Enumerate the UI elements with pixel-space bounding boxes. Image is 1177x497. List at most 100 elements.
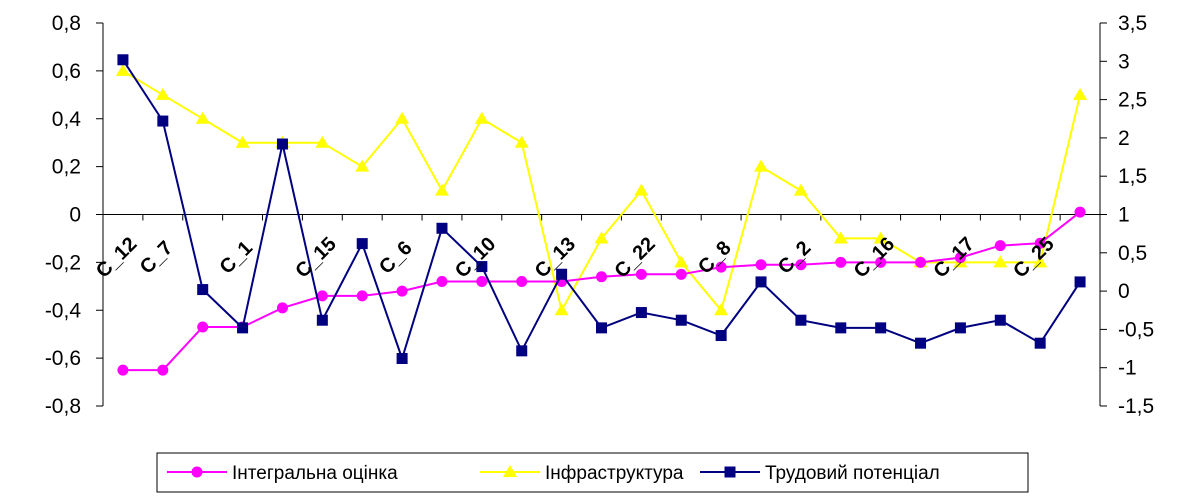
y-left-tick-label: 0,6: [52, 60, 81, 83]
data-point-circle: [954, 252, 966, 264]
data-point-triangle: [434, 183, 449, 196]
y-right-tick-label: 1,5: [1118, 165, 1147, 188]
series-square: [117, 54, 1086, 365]
data-point-triangle: [514, 135, 529, 148]
data-point-circle: [276, 302, 288, 314]
data-point-square: [1034, 337, 1046, 349]
category-label: C_12: [92, 233, 141, 282]
data-point-circle: [1074, 206, 1086, 218]
y-right-tick-label: 1: [1118, 204, 1130, 227]
data-point-triangle: [594, 231, 609, 244]
data-point-circle: [436, 276, 448, 288]
data-point-square: [994, 314, 1006, 326]
category-label: C_1: [216, 237, 258, 279]
series-layer: [115, 54, 1088, 376]
category-label: C_13: [531, 233, 580, 282]
data-point-circle: [994, 240, 1006, 252]
data-point-circle: [596, 271, 607, 283]
data-point-square: [596, 322, 607, 334]
data-point-square: [197, 284, 209, 296]
data-point-triangle: [395, 111, 410, 124]
category-label: C_7: [136, 237, 178, 279]
data-point-circle: [875, 256, 887, 268]
data-point-triangle: [355, 159, 370, 172]
data-point-triangle: [993, 255, 1008, 268]
legend-label: Трудовий потенціал: [765, 463, 940, 484]
data-point-square: [316, 314, 328, 326]
category-label: C_15: [291, 233, 340, 282]
y-right-tick-label: -0,5: [1118, 318, 1154, 341]
legend-item: Інтегральна оцінка: [167, 463, 398, 484]
data-point-circle: [197, 321, 209, 333]
y-right-tick-label: 0: [1118, 280, 1130, 303]
data-point-triangle: [235, 135, 250, 148]
data-point-circle: [755, 259, 767, 271]
data-point-triangle: [195, 111, 210, 124]
data-point-circle: [516, 276, 528, 288]
data-point-square: [954, 322, 966, 334]
data-point-circle: [117, 364, 129, 376]
data-point-triangle: [115, 63, 130, 76]
data-point-square: [675, 314, 687, 326]
data-point-circle: [157, 364, 169, 376]
y-left-tick-label: -0,4: [45, 299, 82, 322]
data-point-square: [915, 337, 927, 349]
legend-label: Інфраструктура: [545, 463, 684, 484]
legend-marker: [724, 466, 736, 478]
data-point-triangle: [155, 87, 170, 100]
category-label: C_16: [850, 233, 899, 282]
y-left-tick-label: 0: [69, 204, 81, 227]
data-point-triangle: [315, 135, 330, 148]
y-right-tick-label: 3: [1118, 50, 1130, 73]
data-point-circle: [356, 290, 368, 302]
data-point-circle: [316, 290, 328, 302]
data-point-square: [1074, 276, 1086, 288]
data-point-square: [237, 322, 249, 334]
data-point-square: [635, 307, 647, 319]
data-point-triangle: [714, 303, 729, 316]
data-point-triangle: [554, 303, 569, 316]
data-point-circle: [795, 259, 807, 271]
data-point-triangle: [754, 159, 769, 172]
category-label: C_17: [929, 233, 978, 282]
data-point-circle: [396, 285, 408, 297]
data-point-circle: [915, 256, 927, 268]
data-point-square: [556, 268, 568, 280]
data-point-square: [276, 138, 288, 150]
legend: Інтегральна оцінка Інфраструктура Трудовий…: [156, 452, 1029, 493]
data-point-circle: [476, 276, 488, 288]
data-point-circle: [835, 256, 847, 268]
y-left-tick-label: 0,4: [52, 108, 82, 131]
data-point-triangle: [674, 255, 689, 268]
data-point-square: [476, 261, 488, 273]
y-left-tick-label: 0,8: [52, 12, 81, 35]
data-point-square: [356, 238, 368, 250]
data-point-circle: [715, 261, 727, 273]
y-right-tick-label: 2: [1118, 127, 1130, 150]
y-left-tick-label: -0,6: [45, 347, 81, 370]
data-point-square: [755, 276, 767, 288]
y-left-tick-label: -0,2: [45, 251, 81, 274]
data-point-square: [516, 345, 528, 357]
category-label: C_25: [1009, 233, 1058, 282]
y-left-tick-label: -0,8: [45, 395, 81, 418]
legend-marker: [503, 465, 517, 477]
legend-box: [156, 452, 1029, 493]
data-point-triangle: [634, 183, 649, 196]
y-right-tick-label: -1,5: [1118, 395, 1154, 418]
data-point-triangle: [474, 111, 489, 124]
legend-item: Інфраструктура: [480, 463, 684, 484]
data-point-triangle: [793, 183, 808, 196]
data-point-square: [436, 222, 448, 234]
y-right-tick-label: 0,5: [1118, 242, 1147, 265]
category-label: C_8: [694, 237, 736, 279]
y-right-tick-label: 3,5: [1118, 12, 1147, 35]
data-point-circle: [675, 268, 687, 280]
data-point-square: [875, 322, 887, 334]
series-line-square: [122, 59, 1081, 362]
legend-label: Інтегральна оцінка: [232, 463, 398, 484]
data-point-triangle: [1073, 87, 1088, 100]
data-point-square: [396, 353, 408, 365]
